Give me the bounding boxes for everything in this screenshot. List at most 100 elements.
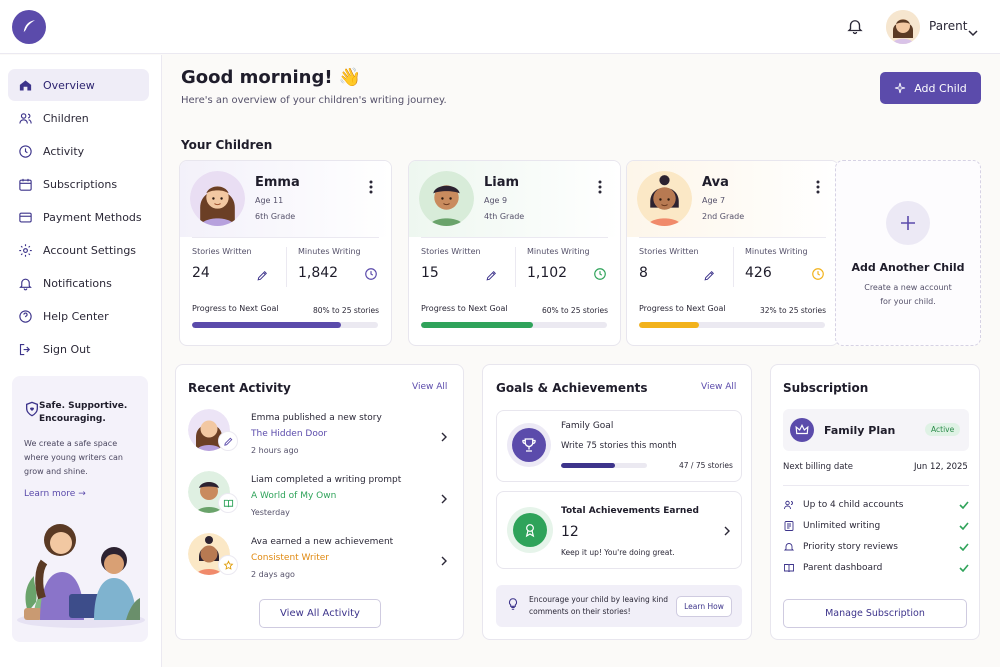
minutes-count: 1,842	[298, 265, 339, 281]
more-options-icon[interactable]	[369, 179, 373, 198]
child-liam-card[interactable]: Liam Age 9 4th Grade Stories Written 15 Minut…	[408, 160, 621, 346]
achievements-box[interactable]: Total Achievements Earned 12 Keep it up!…	[496, 491, 742, 569]
sidebar-item-label: Subscriptions	[43, 177, 118, 191]
pencil-icon	[703, 267, 716, 286]
document-icon	[784, 521, 794, 531]
gear-icon	[19, 243, 32, 257]
sidebar-item-notifications[interactable]: Notifications	[8, 267, 149, 299]
add-child-button[interactable]: Add Child	[880, 72, 981, 104]
family-goal-box: Family Goal Write 75 stories this month …	[496, 410, 742, 482]
activity-item[interactable]: Emma published a new story The Hidden Doo…	[176, 409, 463, 467]
learn-how-button[interactable]: Learn How	[676, 596, 732, 617]
sidebar-item-activity[interactable]: Activity	[8, 135, 149, 167]
sidebar-item-subscriptions[interactable]: Subscriptions	[8, 168, 149, 200]
users-icon	[784, 500, 793, 510]
activity-item[interactable]: Liam completed a writing prompt A World o…	[176, 471, 463, 529]
recent-activity-title: Recent Activity	[188, 381, 291, 395]
feature-item: Unlimited writing	[783, 520, 969, 532]
sidebar-item-label: Overview	[43, 78, 95, 92]
child-grade: 6th Grade	[255, 212, 296, 221]
family-goal-progress-text: 47 / 75 stories	[679, 461, 733, 470]
stories-label: Stories Written	[639, 247, 699, 256]
sidebar-item-children[interactable]: Children	[8, 102, 149, 134]
sidebar-item-label: Activity	[43, 144, 85, 158]
activity-title: Ava earned a new achievement	[251, 537, 394, 547]
parent-avatar[interactable]	[886, 10, 920, 44]
family-goal-progress-fill	[561, 463, 615, 468]
add-another-desc: Create a new account for your child.	[864, 283, 952, 306]
divider	[421, 237, 608, 238]
award-icon	[513, 513, 547, 547]
lightbulb-icon	[506, 596, 520, 616]
tip-text: Encourage your child by leaving kind com…	[529, 595, 669, 616]
activity-view-all-link[interactable]: View All	[412, 382, 448, 392]
clock-icon	[593, 266, 607, 285]
chevron-right-icon[interactable]	[441, 427, 447, 446]
tip-box: Encourage your child by leaving kind com…	[496, 585, 742, 627]
child-avatar	[419, 171, 474, 226]
progress-fill	[639, 322, 699, 328]
view-all-activity-button[interactable]: View All Activity	[259, 599, 381, 628]
stories-count: 15	[421, 265, 439, 281]
progress-track	[639, 322, 825, 328]
divider	[286, 247, 287, 287]
child-grade: 4th Grade	[484, 212, 525, 221]
family-goal-progress-track	[561, 463, 647, 468]
activity-icon	[19, 144, 32, 158]
pencil-icon	[256, 267, 269, 286]
achievements-count: 12	[561, 524, 579, 540]
sidebar-item-label: Sign Out	[43, 342, 91, 356]
sidebar-item-help-center[interactable]: Help Center	[8, 300, 149, 332]
child-grade: 2nd Grade	[702, 212, 745, 221]
learn-more-link[interactable]: Learn more →	[24, 489, 86, 499]
child-age: Age 11	[255, 196, 284, 205]
sidebar-item-payment-methods[interactable]: Payment Methods	[8, 201, 149, 233]
activity-badge-icon	[218, 493, 238, 513]
status-badge: Active	[925, 423, 961, 436]
sidebar-item-account-settings[interactable]: Account Settings	[8, 234, 149, 266]
chevron-right-icon[interactable]	[441, 489, 447, 508]
minutes-count: 1,102	[527, 265, 568, 281]
divider	[783, 485, 969, 486]
parent-menu-label[interactable]: Parent	[929, 19, 968, 33]
achievements-desc: Keep it up! You're doing great.	[561, 548, 675, 557]
chevron-right-icon[interactable]	[441, 551, 447, 570]
more-options-icon[interactable]	[816, 179, 820, 198]
divider	[192, 237, 379, 238]
activity-link[interactable]: The Hidden Door	[251, 429, 328, 439]
child-avatar	[190, 171, 245, 226]
subscription-title: Subscription	[783, 381, 869, 395]
sidebar-item-sign-out[interactable]: Sign Out	[8, 333, 149, 365]
sidebar-item-overview[interactable]: Overview	[8, 69, 149, 101]
feature-item: Parent dashboard	[783, 562, 969, 574]
activity-link[interactable]: Consistent Writer	[251, 553, 329, 563]
child-emma-card[interactable]: Emma Age 11 6th Grade Stories Written 24 Minu…	[179, 160, 392, 346]
child-ava-card[interactable]: Ava Age 7 2nd Grade Stories Written 8 Minutes…	[626, 160, 839, 346]
progress-track	[192, 322, 378, 328]
activity-link[interactable]: A World of My Own	[251, 491, 337, 501]
stories-label: Stories Written	[192, 247, 252, 256]
add-child-label: Add Child	[914, 81, 967, 95]
divider	[515, 247, 516, 287]
more-options-icon[interactable]	[598, 179, 602, 198]
feature-item: Priority story reviews	[783, 541, 969, 553]
chevron-down-icon[interactable]	[968, 22, 978, 41]
billing-date: Jun 12, 2025	[914, 462, 968, 472]
check-icon	[959, 543, 969, 551]
activity-badge-icon	[218, 555, 238, 575]
child-avatar	[637, 171, 692, 226]
your-children-heading: Your Children	[181, 138, 273, 152]
activity-item[interactable]: Ava earned a new achievement Consistent W…	[176, 533, 463, 591]
child-name: Ava	[702, 175, 729, 190]
add-another-child-card[interactable]: Add Another Child Create a new account f…	[835, 160, 981, 346]
plan-name: Family Plan	[824, 424, 896, 437]
activity-badge-icon	[218, 431, 238, 451]
app-logo[interactable]	[12, 10, 46, 44]
notifications-bell-icon[interactable]	[846, 16, 864, 40]
manage-subscription-button[interactable]: Manage Subscription	[783, 599, 967, 628]
goals-view-all-link[interactable]: View All	[701, 382, 737, 392]
subscription-card: Subscription Family Plan Active Next bil…	[770, 364, 980, 640]
chevron-right-icon	[724, 521, 730, 540]
activity-time: Yesterday	[251, 508, 290, 517]
family-goal-label: Family Goal	[561, 421, 614, 431]
